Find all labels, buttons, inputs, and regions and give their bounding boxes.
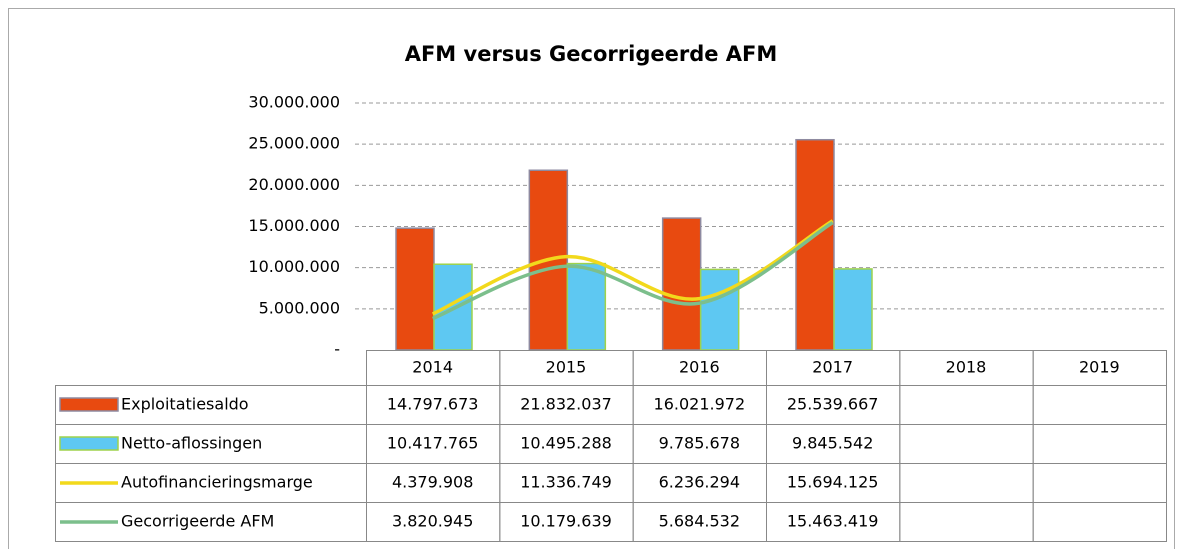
table-value: 10.179.639 <box>520 512 612 531</box>
legend-label: Gecorrigeerde AFM <box>121 512 274 531</box>
y-tick-label: 30.000.000 <box>248 93 340 112</box>
x-tick-label: 2019 <box>1079 358 1120 377</box>
table-cell <box>1032 502 1167 542</box>
table-value: 4.379.908 <box>392 473 473 492</box>
table-value: 11.336.749 <box>520 473 612 492</box>
y-tick-label: 20.000.000 <box>248 175 340 194</box>
table-value: 9.785.678 <box>659 434 740 453</box>
y-tick-label: 25.000.000 <box>248 134 340 153</box>
table-value: 10.417.765 <box>387 434 479 453</box>
legend-key <box>59 397 119 412</box>
y-tick-label: - <box>334 340 340 359</box>
x-tick-label: 2018 <box>946 358 987 377</box>
y-tick-label: 15.000.000 <box>248 216 340 235</box>
bar <box>833 268 873 351</box>
y-tick-label: 10.000.000 <box>248 257 340 276</box>
table-value: 10.495.288 <box>520 434 612 453</box>
table-value: 6.236.294 <box>659 473 740 492</box>
table-value: 14.797.673 <box>387 395 479 414</box>
chart-title: AFM versus Gecorrigeerde AFM <box>405 42 778 66</box>
legend-label: Autofinancieringsmarge <box>121 473 313 492</box>
table-value: 16.021.972 <box>654 395 746 414</box>
table-value: 15.463.419 <box>787 512 879 531</box>
x-tick-label: 2016 <box>679 358 720 377</box>
bar <box>661 217 702 351</box>
line <box>432 221 834 321</box>
table-value: 15.694.125 <box>787 473 879 492</box>
legend-label: Netto-aflossingen <box>121 434 262 453</box>
x-tick-label: 2014 <box>412 358 453 377</box>
bar <box>699 268 740 351</box>
table-value: 3.820.945 <box>392 512 473 531</box>
table-value: 5.684.532 <box>659 512 740 531</box>
table-value: 25.539.667 <box>787 395 879 414</box>
x-tick-label: 2017 <box>812 358 853 377</box>
table-value: 21.832.037 <box>520 395 612 414</box>
bar <box>566 262 607 351</box>
legend-label: Exploitatiesaldo <box>121 395 249 414</box>
y-tick-label: 5.000.000 <box>259 298 340 317</box>
line <box>431 219 834 316</box>
bar <box>395 227 435 351</box>
x-tick-label: 2015 <box>546 358 587 377</box>
legend-key <box>59 436 119 451</box>
table-value: 9.845.542 <box>792 434 873 453</box>
